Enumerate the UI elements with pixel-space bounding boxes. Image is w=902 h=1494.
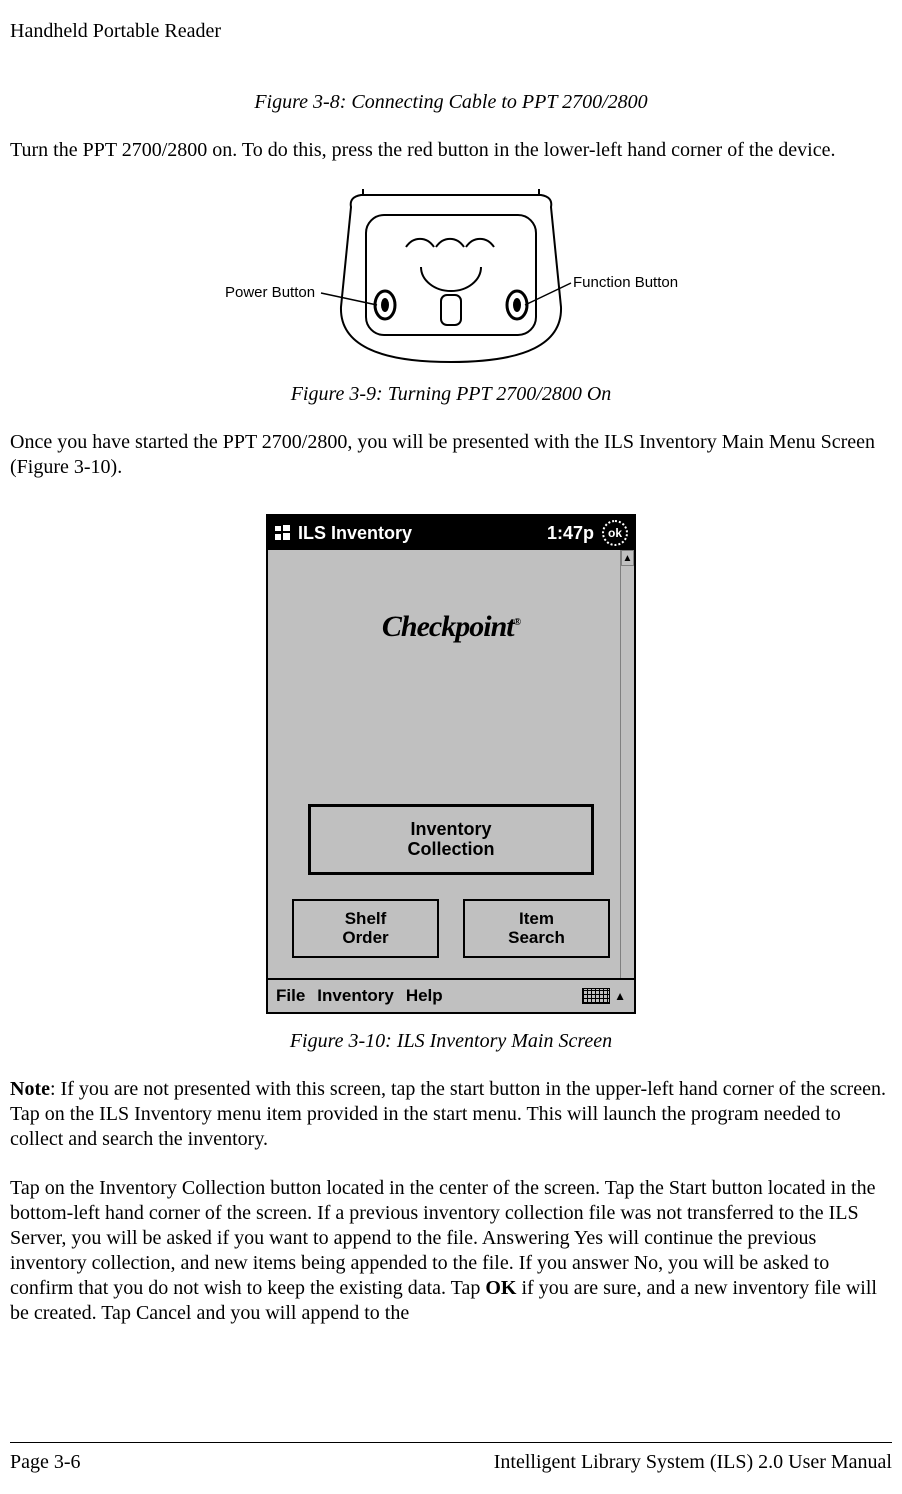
scroll-up-icon[interactable]: ▲	[621, 550, 634, 566]
start-icon[interactable]	[274, 524, 292, 542]
sip-arrow-icon[interactable]: ▲	[614, 989, 626, 1003]
spacer	[10, 1350, 892, 1430]
ils-menubar: File Inventory Help ▲	[268, 980, 634, 1012]
item-btn-line2: Search	[465, 928, 608, 948]
ils-body: Checkpoint® Inventory Collection Shelf O…	[268, 550, 634, 980]
paragraph-turn-on: Turn the PPT 2700/2800 on. To do this, p…	[10, 138, 892, 163]
figure-9-caption: Figure 3-9: Turning PPT 2700/2800 On	[10, 383, 892, 406]
item-btn-line1: Item	[465, 909, 608, 929]
ils-title-text: ILS Inventory	[298, 523, 412, 544]
function-button-label: Function Button	[573, 274, 678, 291]
note-label: Note	[10, 1078, 50, 1100]
inv-btn-line2: Collection	[311, 839, 591, 860]
menu-file[interactable]: File	[276, 986, 305, 1006]
document-page: Handheld Portable Reader Figure 3-8: Con…	[0, 0, 902, 1494]
logo-text: Checkpoint	[382, 610, 514, 643]
menu-help[interactable]: Help	[406, 986, 443, 1006]
ok-bold: OK	[485, 1277, 516, 1299]
footer-manual-title: Intelligent Library System (ILS) 2.0 Use…	[494, 1451, 892, 1474]
note-paragraph: Note: If you are not presented with this…	[10, 1077, 892, 1152]
ok-button[interactable]: ok	[602, 520, 628, 546]
inv-btn-line1: Inventory	[311, 819, 591, 840]
figure-10-caption: Figure 3-10: ILS Inventory Main Screen	[10, 1030, 892, 1053]
ils-clock: 1:47p	[547, 523, 594, 544]
ppt-device-drawing: Power Button Function Button	[221, 187, 681, 367]
page-header: Handheld Portable Reader	[10, 20, 892, 43]
device-figure: Power Button Function Button	[10, 187, 892, 367]
footer-page-number: Page 3-6	[10, 1451, 81, 1474]
shelf-btn-line1: Shelf	[294, 909, 437, 929]
shelf-order-button[interactable]: Shelf Order	[292, 899, 439, 958]
menu-inventory[interactable]: Inventory	[317, 986, 394, 1006]
keyboard-icon[interactable]	[582, 988, 610, 1004]
shelf-btn-line2: Order	[294, 928, 437, 948]
logo-registered: ®	[514, 617, 520, 628]
item-search-button[interactable]: Item Search	[463, 899, 610, 958]
note-text: : If you are not presented with this scr…	[10, 1078, 886, 1150]
ils-screenshot: ILS Inventory 1:47p ok Checkpoint® Inven…	[10, 514, 892, 1014]
paragraph-main-menu: Once you have started the PPT 2700/2800,…	[10, 430, 892, 480]
instructions-paragraph: Tap on the Inventory Collection button l…	[10, 1176, 892, 1326]
ils-titlebar: ILS Inventory 1:47p ok	[268, 516, 634, 550]
ils-window: ILS Inventory 1:47p ok Checkpoint® Inven…	[266, 514, 636, 1014]
figure-8-caption: Figure 3-8: Connecting Cable to PPT 2700…	[10, 91, 892, 114]
checkpoint-logo: Checkpoint®	[278, 560, 624, 694]
inventory-collection-button[interactable]: Inventory Collection	[308, 804, 594, 875]
power-button-label: Power Button	[225, 284, 315, 301]
page-footer: Page 3-6 Intelligent Library System (ILS…	[10, 1442, 892, 1474]
scrollbar[interactable]: ▲	[620, 550, 634, 978]
